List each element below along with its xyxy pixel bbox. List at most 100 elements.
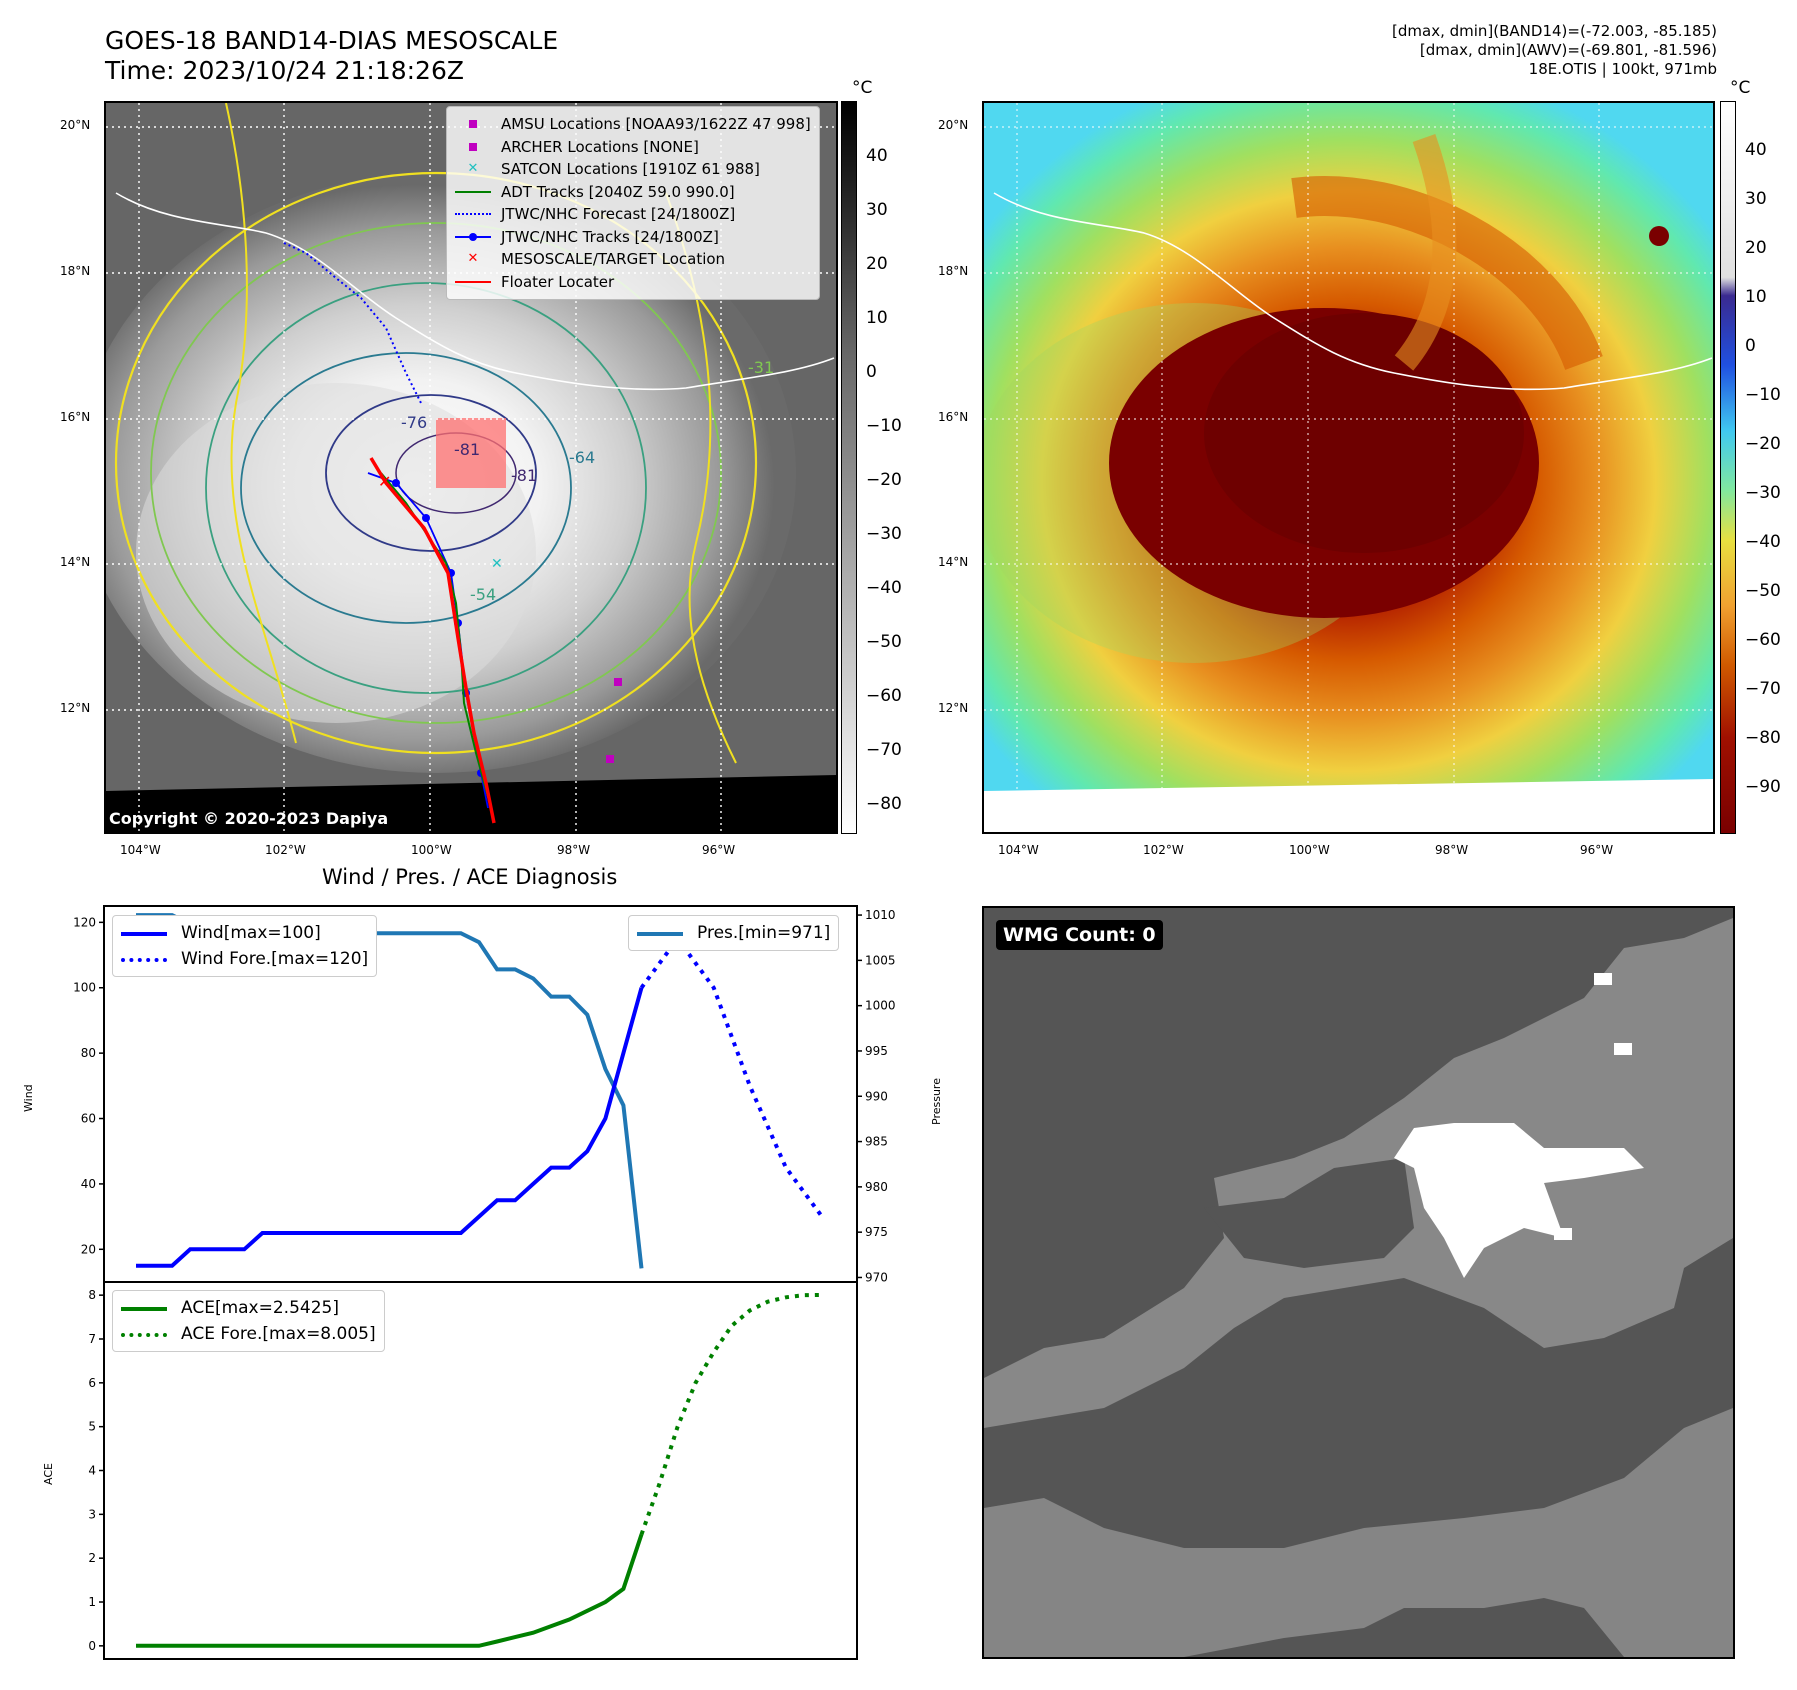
dotted-line-icon — [121, 1327, 167, 1341]
legend-item: ARCHER Locations [NONE] — [455, 136, 811, 159]
legend-label: AMSU Locations [NOAA93/1622Z 47 998] — [501, 115, 811, 133]
lon-label: 102°W — [265, 843, 306, 857]
cb-tick: −30 — [866, 524, 902, 544]
legend-label: ACE Fore.[max=8.005] — [181, 1324, 376, 1344]
cb-tick: −20 — [866, 470, 902, 490]
contour-label: -54 — [470, 585, 496, 604]
copyright: Copyright © 2020-2023 Dapiya — [109, 809, 389, 828]
tick-label: 970 — [865, 1270, 888, 1284]
solid-line-icon — [637, 926, 683, 940]
legend-label: JTWC/NHC Tracks [24/1800Z] — [501, 227, 719, 246]
square-marker-icon — [455, 117, 491, 131]
lat-label: 18°N — [60, 264, 91, 278]
floater-track — [369, 457, 496, 824]
tick-label: 40 — [81, 1177, 96, 1191]
ace-forecast-line — [639, 1292, 823, 1536]
x-marker-icon: ✕ — [467, 161, 479, 177]
colorbar-temperature — [1720, 101, 1736, 834]
diagnosis-title: Wind / Pres. / ACE Diagnosis — [322, 865, 618, 889]
cb-tick: −50 — [866, 632, 902, 652]
cb-tick: 20 — [866, 254, 888, 274]
legend-label: SATCON Locations [1910Z 61 988] — [501, 160, 760, 178]
legend-item: ADT Tracks [2040Z 59.0 990.0] — [455, 181, 811, 204]
contour-label: -81 — [511, 466, 537, 485]
title-line-1: GOES-18 BAND14-DIAS MESOSCALE — [105, 26, 559, 55]
cb-tick: −10 — [1745, 385, 1781, 405]
satcon-marker: ✕ — [491, 556, 503, 572]
cb-tick: −90 — [1745, 777, 1781, 797]
cb-tick: −80 — [866, 794, 902, 814]
lat-label: 12°N — [938, 701, 969, 715]
cb-tick: −10 — [866, 416, 902, 436]
info-line-2: [dmax, dmin](AWV)=(-69.801, -81.596) — [1419, 41, 1717, 59]
legend-item: JTWC/NHC Forecast [24/1800Z] — [455, 203, 811, 226]
lat-label: 18°N — [938, 264, 969, 278]
legend-label: Wind Fore.[max=120] — [181, 949, 369, 969]
contour-label: -31 — [748, 358, 774, 377]
title-line-2: Time: 2023/10/24 21:18:26Z — [105, 56, 464, 85]
colorbar-unit: °C — [1730, 78, 1751, 98]
map-legend: AMSU Locations [NOAA93/1622Z 47 998] ARC… — [446, 106, 820, 300]
info-line-1: [dmax, dmin](BAND14)=(-72.003, -85.185) — [1392, 22, 1717, 40]
cb-tick: −70 — [866, 740, 902, 760]
tick-label: 990 — [865, 1089, 888, 1103]
amsu-marker — [614, 678, 622, 686]
tick-label: 4 — [88, 1464, 96, 1478]
tick-label: 985 — [865, 1135, 888, 1149]
lat-label: 12°N — [60, 701, 91, 715]
tick-label: 120 — [73, 915, 96, 929]
tick-label: 3 — [88, 1507, 96, 1521]
contour-label: -64 — [569, 448, 595, 467]
cb-tick: 40 — [866, 146, 888, 166]
colorbar-unit: °C — [852, 78, 873, 98]
cb-tick: −30 — [1745, 483, 1781, 503]
legend-item: ACE Fore.[max=8.005] — [121, 1321, 376, 1347]
wind-forecast-line — [639, 935, 824, 1218]
tick-label: 1010 — [865, 908, 896, 922]
cb-tick: 40 — [1745, 140, 1767, 160]
solid-line-icon — [121, 926, 167, 940]
lon-label: 96°W — [1580, 843, 1614, 857]
legend-item: ✕ SATCON Locations [1910Z 61 988] — [455, 158, 811, 181]
solid-line-icon — [455, 275, 491, 289]
wmg-panel: WMG Count: 0 — [982, 906, 1735, 1659]
legend-label: JTWC/NHC Forecast [24/1800Z] — [501, 205, 736, 223]
cb-tick: −70 — [1745, 679, 1781, 699]
tick-label: 100 — [73, 981, 96, 995]
cb-tick: 30 — [866, 200, 888, 220]
cb-tick: 30 — [1745, 189, 1767, 209]
wind-series-line — [136, 987, 644, 1268]
lon-label: 96°W — [702, 843, 736, 857]
lat-label: 14°N — [938, 555, 969, 569]
cb-tick: −60 — [1745, 630, 1781, 650]
ace-series-line — [136, 1533, 644, 1648]
tick-label: 995 — [865, 1044, 888, 1058]
ir-map-panel: ✕ ✕ -76 -81 -81 -64 -54 -31 Copyright © … — [104, 101, 838, 834]
wmg-count: WMG Count: 0 — [996, 920, 1163, 950]
cb-tick: 10 — [866, 308, 888, 328]
legend-label: ARCHER Locations [NONE] — [501, 137, 699, 156]
cb-tick: 10 — [1745, 287, 1767, 307]
legend-item: JTWC/NHC Tracks [24/1800Z] — [455, 226, 811, 249]
solid-line-icon — [121, 1301, 167, 1315]
tick-label: 20 — [81, 1242, 96, 1256]
lon-label: 102°W — [1143, 843, 1184, 857]
tick-label: 60 — [81, 1112, 96, 1126]
colorbar-grayscale — [841, 101, 857, 834]
contour-label: -76 — [401, 413, 427, 432]
solid-line-icon — [455, 185, 491, 199]
lon-label: 100°W — [1289, 843, 1330, 857]
tick-label: 980 — [865, 1180, 888, 1194]
cb-tick: −40 — [1745, 532, 1781, 552]
lon-label: 104°W — [998, 843, 1039, 857]
legend-item: ✕ MESOSCALE/TARGET Location — [455, 248, 811, 271]
lon-label: 98°W — [1435, 843, 1469, 857]
cb-tick: −80 — [1745, 728, 1781, 748]
tick-label: 1005 — [865, 953, 896, 967]
tick-label: 1 — [88, 1595, 96, 1609]
legend-label: Pres.[min=971] — [697, 923, 831, 943]
lat-label: 20°N — [60, 118, 91, 132]
legend-label: MESOSCALE/TARGET Location — [501, 250, 726, 268]
tick-label: 7 — [88, 1332, 96, 1346]
lat-label: 14°N — [60, 555, 91, 569]
